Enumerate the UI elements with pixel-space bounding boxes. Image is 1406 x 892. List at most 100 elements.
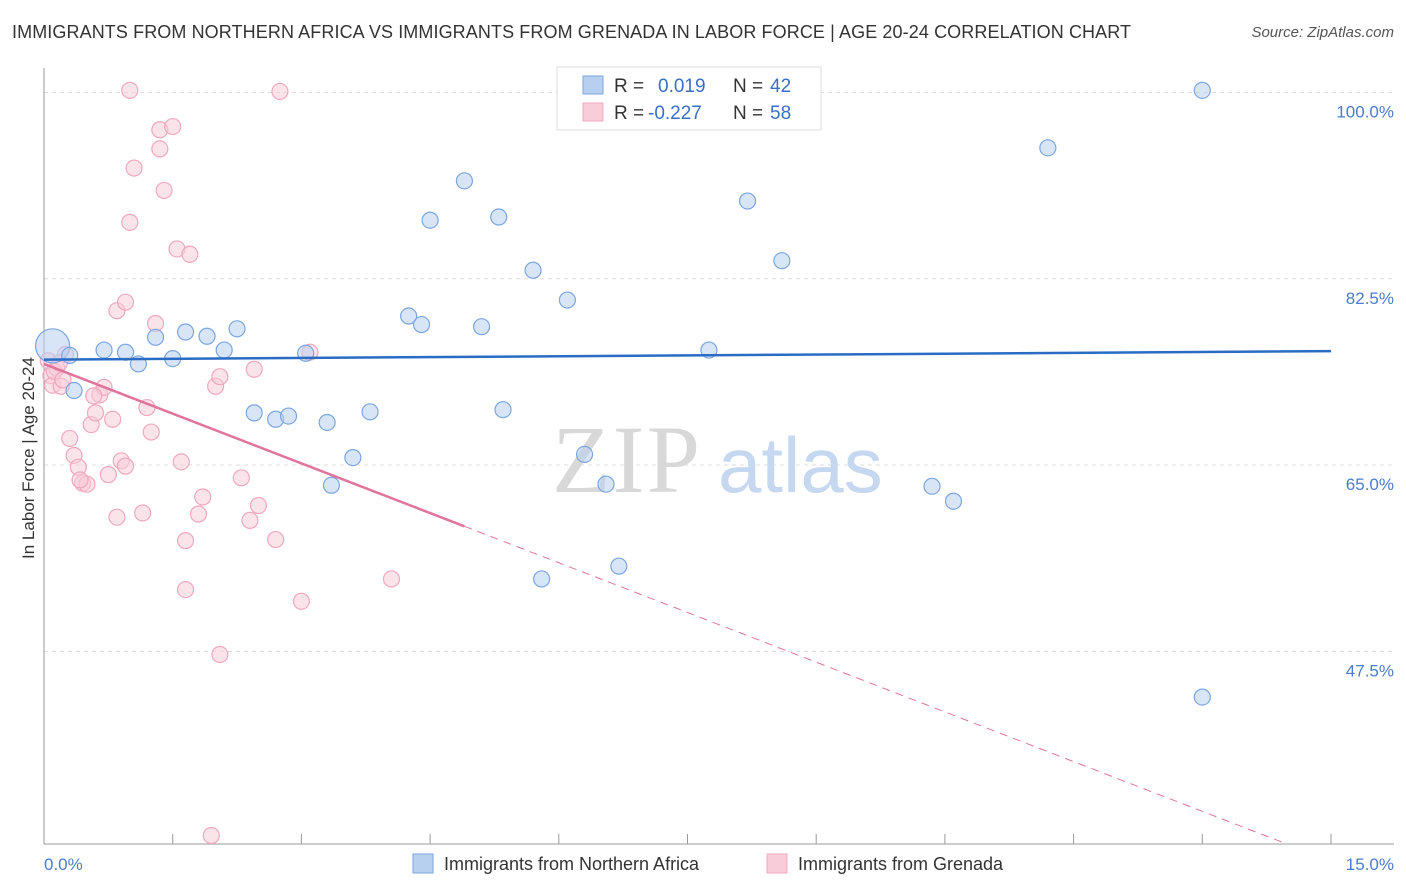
- point-northern-africa: [1193, 81, 1211, 99]
- chart-title: IMMIGRANTS FROM NORTHERN AFRICA VS IMMIG…: [12, 22, 1132, 42]
- trend-line-grenada-extension: [464, 525, 1288, 845]
- bottom-legend-label-blue: Immigrants from Northern Africa: [444, 854, 700, 874]
- point-northern-africa: [738, 192, 757, 210]
- point-grenada: [176, 580, 195, 599]
- x-ticks: [172, 834, 1332, 844]
- point-grenada: [164, 117, 182, 136]
- point-grenada: [99, 466, 117, 484]
- point-grenada: [104, 410, 122, 428]
- point-grenada: [125, 159, 143, 177]
- point-grenada: [232, 469, 250, 487]
- x-tick-label-max: 15.0%: [1346, 855, 1394, 874]
- series-northern-africa: [34, 73, 1211, 706]
- point-grenada: [134, 504, 152, 522]
- point-northern-africa: [344, 448, 362, 467]
- point-northern-africa: [421, 211, 439, 229]
- point-grenada: [267, 530, 285, 549]
- point-northern-africa: [472, 318, 491, 336]
- point-northern-africa: [494, 401, 512, 419]
- legend-swatch-pink: [582, 102, 604, 122]
- point-grenada: [245, 360, 263, 378]
- point-northern-africa: [198, 327, 216, 345]
- point-grenada: [211, 368, 229, 386]
- point-northern-africa: [116, 343, 135, 361]
- point-northern-africa: [176, 323, 195, 341]
- legend-r-label-blue: R =: [614, 76, 644, 97]
- y-tick-label: 100.0%: [1336, 102, 1394, 121]
- point-grenada: [142, 423, 160, 441]
- point-grenada: [176, 532, 195, 550]
- point-northern-africa: [322, 476, 341, 494]
- trend-lines: [43, 349, 1332, 845]
- point-northern-africa: [361, 403, 379, 421]
- point-grenada: [172, 453, 190, 471]
- point-northern-africa: [923, 477, 941, 495]
- y-tick-labels: 47.5% 65.0% 82.5% 100.0%: [1336, 102, 1394, 680]
- point-northern-africa: [558, 291, 576, 309]
- point-northern-africa: [146, 328, 165, 346]
- point-grenada: [71, 471, 89, 489]
- y-tick-label: 47.5%: [1346, 661, 1394, 680]
- point-grenada: [189, 505, 208, 523]
- legend: R = 0.019 N = 42 R = -0.227 N = 58: [556, 66, 822, 131]
- legend-swatch-blue: [582, 75, 604, 95]
- point-northern-africa: [1193, 688, 1211, 706]
- point-northern-africa: [400, 307, 418, 325]
- point-grenada: [194, 488, 212, 506]
- point-grenada: [151, 140, 169, 158]
- point-northern-africa: [597, 475, 615, 493]
- watermark-zip: ZIP: [552, 406, 702, 513]
- series-grenada: [39, 81, 401, 845]
- point-grenada: [241, 511, 259, 530]
- trend-line-grenada: [43, 362, 465, 528]
- point-northern-africa: [215, 341, 233, 359]
- point-northern-africa: [228, 320, 246, 338]
- point-northern-africa: [944, 492, 963, 510]
- bottom-legend-swatch-pink: [766, 853, 788, 874]
- y-tick-label: 82.5%: [1346, 289, 1394, 308]
- point-northern-africa: [34, 328, 71, 364]
- point-grenada: [292, 592, 310, 610]
- point-northern-africa: [245, 404, 263, 422]
- point-northern-africa: [95, 341, 113, 359]
- legend-r-value-pink: -0.227: [648, 103, 702, 124]
- legend-n-value-blue: 42: [770, 76, 791, 97]
- point-grenada: [382, 570, 401, 588]
- point-northern-africa: [455, 172, 474, 190]
- point-northern-africa: [773, 252, 791, 270]
- y-tick-label: 65.0%: [1346, 475, 1394, 494]
- legend-n-label-blue: N =: [733, 76, 763, 97]
- point-northern-africa: [412, 315, 431, 334]
- point-northern-africa: [61, 346, 79, 365]
- point-grenada: [202, 826, 220, 845]
- point-grenada: [271, 82, 289, 101]
- point-northern-africa: [1039, 139, 1057, 157]
- bottom-legend-label-pink: Immigrants from Grenada: [798, 854, 1004, 874]
- point-northern-africa: [575, 445, 594, 464]
- point-grenada: [85, 387, 103, 405]
- axes: [43, 68, 1394, 845]
- point-northern-africa: [279, 407, 298, 425]
- y-axis-label: In Labor Force | Age 20-24: [19, 357, 38, 559]
- point-grenada: [116, 457, 135, 475]
- point-northern-africa: [533, 570, 551, 588]
- point-northern-africa: [610, 557, 628, 575]
- source-credit: Source: ZipAtlas.com: [1251, 24, 1394, 41]
- legend-r-value-blue: 0.019: [658, 76, 706, 97]
- point-grenada: [211, 645, 229, 664]
- bottom-legend-swatch-blue: [412, 853, 434, 874]
- point-grenada: [108, 508, 126, 526]
- watermark-atlas: atlas: [718, 421, 883, 509]
- point-northern-africa: [318, 413, 336, 432]
- point-northern-africa: [490, 208, 508, 226]
- x-tick-label-min: 0.0%: [44, 855, 83, 874]
- point-grenada: [121, 213, 139, 231]
- point-grenada: [86, 404, 105, 422]
- point-grenada: [61, 429, 79, 448]
- point-northern-africa: [65, 381, 83, 400]
- trend-line-northern-africa: [43, 349, 1332, 361]
- point-grenada: [249, 496, 268, 515]
- legend-r-label-pink: R =: [614, 103, 644, 124]
- point-grenada: [116, 293, 135, 311]
- point-grenada: [155, 181, 173, 200]
